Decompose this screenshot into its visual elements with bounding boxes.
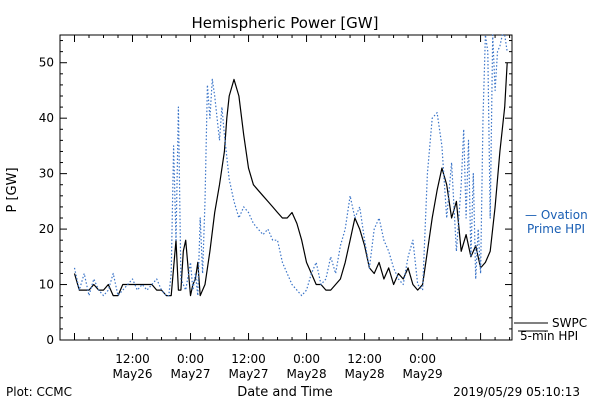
footer-timestamp: 2019/05/29 05:10:13 xyxy=(453,385,580,399)
y-tick-label: 10 xyxy=(39,278,54,292)
y-tick-label: 30 xyxy=(39,167,54,181)
y-tick-label: 50 xyxy=(39,56,54,70)
y-axis-label: P [GW] xyxy=(5,167,20,212)
plot-frame xyxy=(59,34,513,341)
y-tick-label: 0 xyxy=(46,333,54,347)
legend-swpc-line2: 5-min HPI xyxy=(520,329,578,343)
x-tick-label-time: 0:00 xyxy=(177,352,204,366)
y-tick-label: 40 xyxy=(39,111,54,125)
x-tick-label-date: May28 xyxy=(345,367,385,381)
x-axis-label: Date and Time xyxy=(237,385,333,400)
series-line-ovation xyxy=(73,34,508,297)
x-tick-label-time: 0:00 xyxy=(293,352,320,366)
footer-source: Plot: CCMC xyxy=(6,385,72,399)
x-tick-label-date: May27 xyxy=(170,367,210,381)
y-tick-label: 20 xyxy=(39,222,54,236)
x-axis-ticks: 12:00May260:00May2712:00May270:00May2812… xyxy=(74,35,511,381)
plot-border xyxy=(59,34,513,341)
x-tick-label-date: May27 xyxy=(228,367,268,381)
x-tick-label-date: May28 xyxy=(287,367,327,381)
legend-swpc-line1: SWPC xyxy=(552,316,587,330)
x-tick-label-time: 12:00 xyxy=(231,352,266,366)
series-layer xyxy=(73,34,508,297)
legend-ovation-line1: — Ovation xyxy=(525,208,588,222)
x-tick-label-time: 0:00 xyxy=(409,352,436,366)
y-axis-ticks: 0 10 20 30 40 50 xyxy=(39,40,512,347)
legend-ovation-line2: Prime HPI xyxy=(527,222,585,236)
x-tick-label-time: 12:00 xyxy=(347,352,382,366)
series-line-swpc xyxy=(73,62,508,297)
x-tick-label-date: May29 xyxy=(403,367,443,381)
x-tick-label-time: 12:00 xyxy=(115,352,150,366)
x-tick-label-date: May26 xyxy=(112,367,152,381)
chart-title: Hemispheric Power [GW] xyxy=(192,14,379,32)
